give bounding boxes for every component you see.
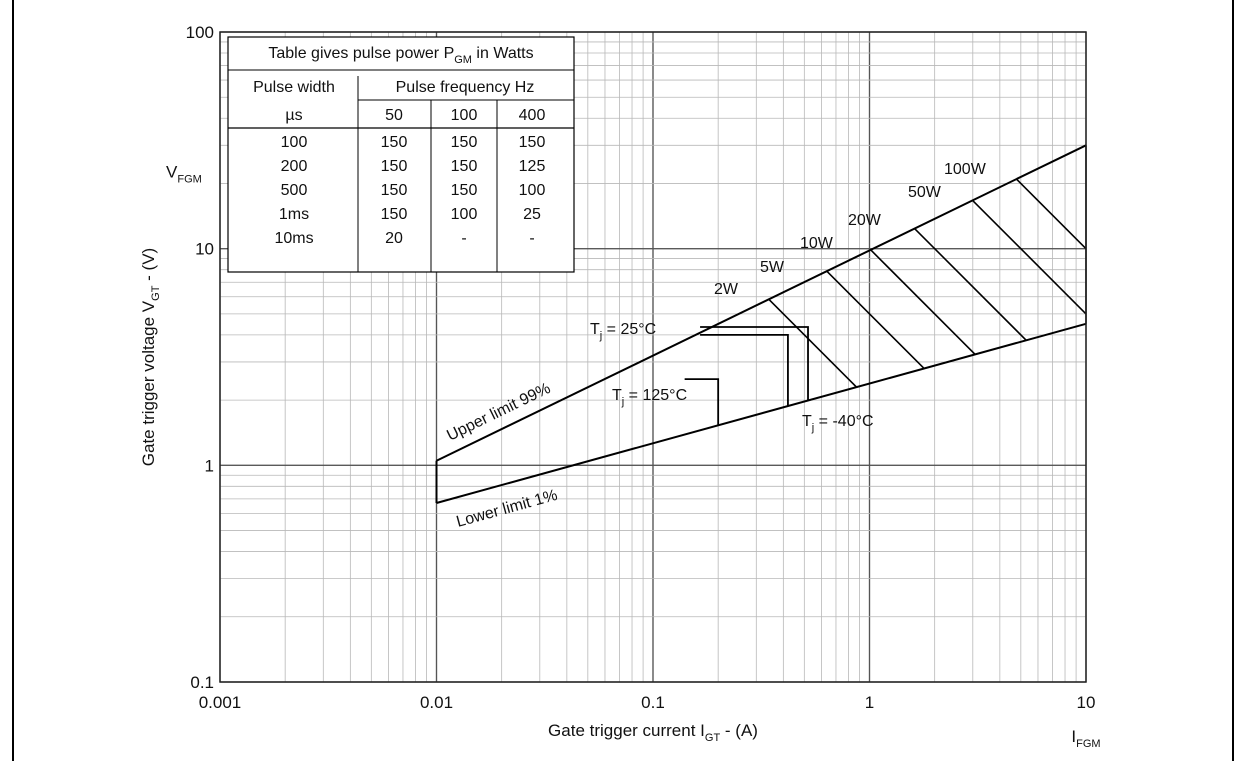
table-cell: 20 bbox=[385, 230, 403, 247]
table-cell: 10ms bbox=[274, 230, 313, 247]
tj-25c-label: Tj = 25°C bbox=[590, 321, 656, 342]
y-tick-label: 1 bbox=[205, 456, 214, 475]
table-cell: 150 bbox=[451, 182, 478, 199]
table-freq-header: 400 bbox=[519, 107, 546, 124]
table-cell: 1ms bbox=[279, 206, 309, 223]
table-col1-unit: µs bbox=[285, 107, 302, 124]
x-tick-label: 0.001 bbox=[199, 693, 242, 712]
pulse-power-table: Table gives pulse power PGM in Watts Puls… bbox=[227, 36, 575, 273]
table-box bbox=[227, 36, 575, 273]
table-cell: 150 bbox=[451, 134, 478, 151]
table-cell: 150 bbox=[381, 134, 408, 151]
y-tick-label: 100 bbox=[186, 23, 214, 42]
power-label-5W: 5W bbox=[760, 259, 785, 276]
table-cell: 150 bbox=[519, 134, 546, 151]
power-curve-5W bbox=[826, 270, 925, 370]
y-tick-label: 0.1 bbox=[190, 673, 214, 692]
table-cell: 100 bbox=[281, 134, 308, 151]
plot-border bbox=[219, 31, 1087, 683]
table-cell: 100 bbox=[519, 182, 546, 199]
table-cell: 150 bbox=[381, 158, 408, 175]
table-cell: 125 bbox=[519, 158, 546, 175]
table-cell: - bbox=[461, 230, 466, 247]
x-tick-label: 10 bbox=[1077, 693, 1096, 712]
lower-limit-line bbox=[436, 322, 1087, 504]
y-axis-title: Gate trigger voltage VGT - (V) bbox=[139, 248, 162, 466]
upper-limit-line bbox=[436, 144, 1087, 462]
table-cell: 100 bbox=[451, 206, 478, 223]
y-tick-label: 10 bbox=[195, 240, 214, 259]
table-cell: 500 bbox=[281, 182, 308, 199]
power-curve-20W bbox=[914, 227, 1027, 341]
box-minus40c bbox=[700, 333, 789, 407]
power-curve-50W bbox=[972, 199, 1087, 315]
table-cell: 200 bbox=[281, 158, 308, 175]
x-tick-label: 0.01 bbox=[420, 693, 453, 712]
chart-frame bbox=[12, 0, 1234, 761]
table-cell: 150 bbox=[451, 158, 478, 175]
box-125c bbox=[684, 378, 720, 426]
x-axis-title: Gate trigger current IGT - (A) bbox=[548, 721, 758, 744]
power-label-2W: 2W bbox=[714, 281, 739, 298]
table-cell: 150 bbox=[381, 182, 408, 199]
power-label-100W: 100W bbox=[944, 161, 987, 178]
tj-minus40c-label: Tj = -40°C bbox=[802, 413, 874, 434]
power-curve-100W bbox=[1015, 178, 1087, 250]
table-cell: 25 bbox=[523, 206, 541, 223]
power-label-10W: 10W bbox=[800, 235, 834, 252]
power-label-50W: 50W bbox=[908, 184, 942, 201]
table-group-header: Pulse frequency Hz bbox=[396, 79, 535, 96]
power-label-20W: 20W bbox=[848, 212, 882, 229]
table-col1-header: Pulse width bbox=[253, 79, 335, 96]
table-title: Table gives pulse power PGM in Watts bbox=[268, 45, 533, 66]
x-tick-label: 0.1 bbox=[641, 693, 665, 712]
table-freq-header: 100 bbox=[451, 107, 478, 124]
power-curve-2W bbox=[768, 298, 858, 388]
table-freq-header: 50 bbox=[385, 107, 403, 124]
power-curve-10W bbox=[870, 249, 976, 355]
x-tick-label: 1 bbox=[865, 693, 874, 712]
box-25c bbox=[700, 326, 809, 401]
tj-125c-label: Tj = 125°C bbox=[612, 387, 687, 408]
axes: 0.001 0.01 0.1 1 10 0.1 1 10 100 Gate trigger cur… bbox=[139, 23, 1101, 750]
table-cell: 150 bbox=[381, 206, 408, 223]
table-cell: - bbox=[529, 230, 534, 247]
v-fgm-label: VFGM bbox=[166, 162, 202, 185]
i-fgm-label: IFGM bbox=[1071, 727, 1100, 750]
